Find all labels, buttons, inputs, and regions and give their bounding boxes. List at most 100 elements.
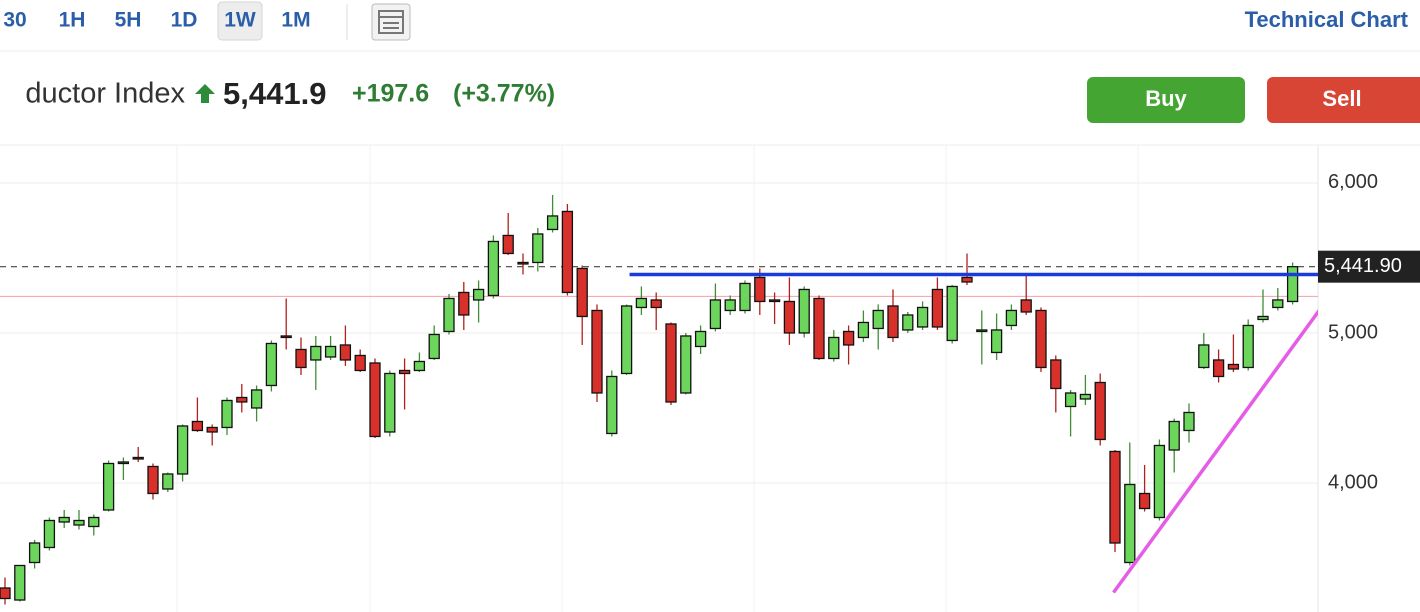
interval-button[interactable]: 5H <box>115 9 142 32</box>
interval-button[interactable]: 1M <box>281 9 310 32</box>
selected-interval-bg <box>217 1 263 41</box>
candle-body <box>339 344 352 361</box>
candle-body <box>635 297 648 309</box>
candle-body <box>1094 381 1106 441</box>
candle-body <box>916 306 929 328</box>
price-axis: 4,000 5,000 6,000 5,441.90 <box>1318 171 1420 493</box>
candle-body <box>754 276 766 303</box>
candle-body <box>1005 309 1018 327</box>
candle-body <box>739 282 751 312</box>
candle-body <box>650 299 662 309</box>
last-price-label: 5,441.90 <box>1324 255 1402 277</box>
candle-body <box>236 396 248 403</box>
candle-body <box>872 309 884 330</box>
last-price-box <box>1318 250 1420 283</box>
candle-body <box>561 210 574 294</box>
candle-body <box>428 333 440 360</box>
candle-body <box>1198 344 1210 369</box>
candle-body <box>1109 450 1121 544</box>
candle-body <box>620 305 633 375</box>
toolbar: 30 1H 5H 1D 1W 1M <box>3 1 311 41</box>
interval-button[interactable]: 1D <box>171 9 198 32</box>
buy-label[interactable]: Buy <box>1145 86 1187 111</box>
candle-body <box>1242 324 1254 369</box>
candle-body <box>472 288 485 301</box>
candle-body <box>783 300 796 334</box>
up-arrow <box>195 84 215 103</box>
interval-button[interactable]: 30 <box>3 9 26 32</box>
candle-body <box>1124 483 1136 564</box>
candle-body <box>1183 411 1195 432</box>
interval-button[interactable]: 1W <box>224 9 256 32</box>
candle-body <box>532 233 544 264</box>
candle-body <box>680 335 692 394</box>
candle-body <box>147 465 159 495</box>
candle-body <box>591 309 603 394</box>
candle-body <box>857 321 870 339</box>
candle-body <box>606 375 618 435</box>
candle-body <box>0 587 11 600</box>
candle-body <box>191 420 204 432</box>
candle-body <box>1272 299 1284 309</box>
candle-body <box>1035 309 1047 369</box>
buy-button[interactable] <box>1087 77 1245 123</box>
candle-body <box>976 329 988 333</box>
candle-body <box>961 276 973 283</box>
y-tick-label: 5,000 <box>1328 321 1378 343</box>
candle-body <box>842 330 855 346</box>
sell-label[interactable]: Sell <box>1322 86 1361 111</box>
candle-body <box>517 261 529 265</box>
icon-glyph <box>378 10 404 34</box>
candle-body <box>1138 492 1151 510</box>
y-tick-label: 4,000 <box>1328 471 1378 493</box>
candle-body <box>324 345 337 358</box>
candle-body <box>43 519 56 549</box>
candle-body <box>1079 393 1092 400</box>
candle-body <box>798 288 810 334</box>
candle-body <box>546 215 559 231</box>
candle-body <box>828 336 840 360</box>
candle-body <box>694 330 707 348</box>
candle-body <box>310 345 322 361</box>
candle-body <box>14 564 26 601</box>
change: +197.6 <box>352 80 429 108</box>
candle-body <box>265 342 278 387</box>
candle-body <box>117 461 130 465</box>
candle-body <box>1227 363 1240 370</box>
candle-body <box>813 297 825 360</box>
candle-body <box>1257 315 1269 321</box>
candle-body <box>576 267 588 318</box>
candle-body <box>132 456 144 460</box>
interval-button[interactable]: 1H <box>59 9 86 32</box>
candle-body <box>354 354 366 372</box>
candle-body <box>295 348 307 369</box>
y-tick-label: 6,000 <box>1328 171 1378 193</box>
candle-body <box>1153 444 1166 519</box>
candle-body <box>398 369 411 375</box>
candle-body <box>280 335 292 339</box>
candle-body <box>1168 420 1180 451</box>
price: 5,441.9 <box>223 76 326 111</box>
candle-body <box>206 426 218 433</box>
candle-body <box>102 462 115 511</box>
candle-body <box>28 542 41 564</box>
sell-button[interactable] <box>1267 77 1420 123</box>
candle-body <box>990 329 1003 354</box>
candle-body <box>88 516 100 528</box>
candle-body <box>946 285 958 342</box>
candle-body <box>1286 266 1299 303</box>
candle-body <box>724 299 736 312</box>
candle-body <box>1064 392 1077 408</box>
layout-icon[interactable] <box>371 3 411 41</box>
change-percent: (+3.77%) <box>453 80 555 108</box>
candle-body <box>709 299 722 330</box>
candle-body <box>221 399 233 429</box>
candle-body <box>768 299 781 303</box>
technical-chart-link[interactable]: Technical Chart <box>1245 7 1409 32</box>
trendline <box>1112 309 1318 594</box>
candle-body <box>665 323 677 403</box>
candle-body <box>443 297 455 333</box>
candle-body <box>58 516 70 523</box>
candle-body <box>384 372 396 433</box>
